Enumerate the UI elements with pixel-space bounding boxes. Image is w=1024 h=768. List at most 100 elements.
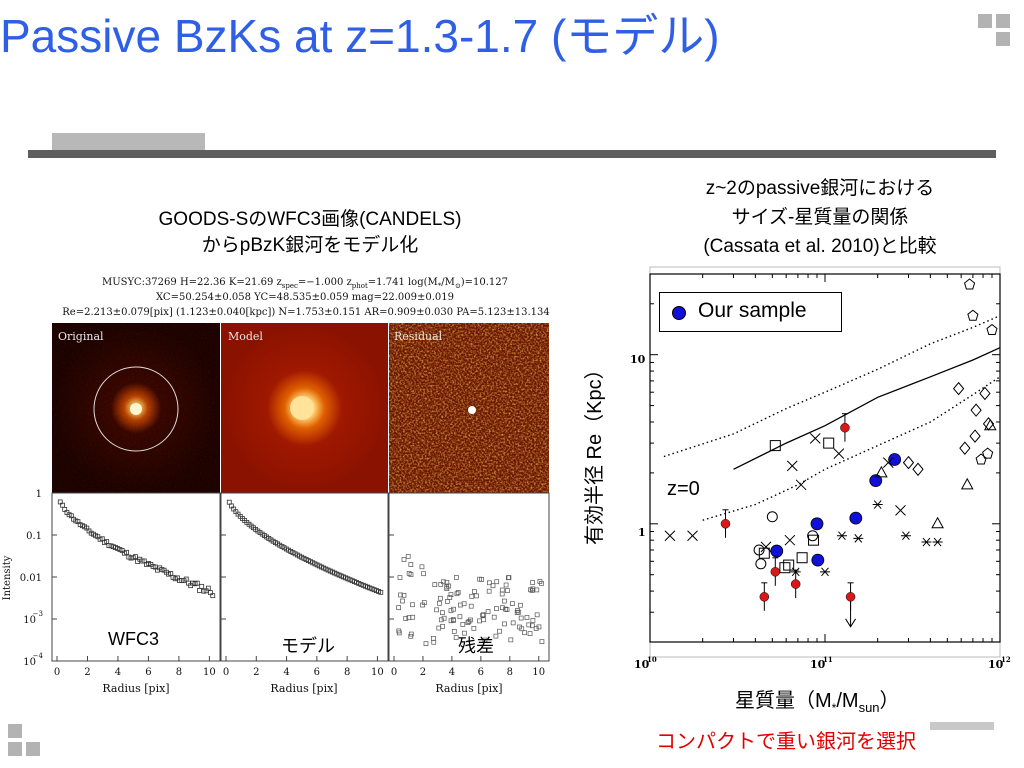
residual-point bbox=[434, 607, 439, 613]
residual-point bbox=[455, 590, 461, 595]
residual-point bbox=[446, 583, 452, 589]
residual-point bbox=[494, 606, 499, 612]
residual-point bbox=[515, 608, 520, 613]
open-square-point bbox=[808, 534, 820, 546]
profile-point bbox=[199, 583, 205, 589]
residual-point bbox=[485, 609, 491, 614]
profile-xlabel-2: Radius [pix] bbox=[270, 682, 337, 695]
residual-point bbox=[440, 623, 445, 629]
pentagon-point bbox=[975, 453, 987, 465]
residual-point bbox=[437, 600, 442, 606]
residual-image: Residual bbox=[389, 323, 549, 493]
cross-point bbox=[760, 541, 772, 553]
open-circle-point bbox=[807, 530, 819, 542]
residual-point bbox=[472, 589, 477, 594]
residual-point bbox=[451, 629, 457, 634]
cross-point bbox=[687, 530, 698, 542]
residual-point bbox=[401, 557, 407, 562]
residual-point bbox=[438, 617, 444, 623]
corner-square-bottom-left-2 bbox=[8, 742, 22, 756]
corner-square-top-right-2 bbox=[996, 14, 1010, 28]
cross-point bbox=[664, 530, 676, 542]
asterisk-point bbox=[853, 534, 864, 543]
red-point bbox=[720, 519, 731, 529]
residual-point bbox=[466, 619, 472, 624]
residual-point bbox=[494, 579, 500, 585]
residual-point bbox=[534, 587, 540, 593]
profile-points bbox=[57, 499, 545, 646]
our-sample-point bbox=[849, 511, 863, 525]
residual-point bbox=[534, 612, 540, 618]
profile-point bbox=[378, 589, 384, 595]
upper-limit-arrow bbox=[845, 600, 856, 628]
slide-title: Passive BzKs at z=1.3-1.7 (モデル) bbox=[0, 10, 720, 62]
residual-point bbox=[396, 630, 402, 636]
residual-point bbox=[454, 575, 459, 580]
residual-point bbox=[530, 618, 536, 623]
cross-point bbox=[795, 479, 807, 491]
residual-point bbox=[529, 623, 535, 629]
legend-label: Our sample bbox=[698, 299, 807, 322]
red-point bbox=[790, 579, 801, 589]
red-point bbox=[770, 567, 781, 577]
ytick-1e-4: 10 bbox=[23, 657, 36, 668]
cross-point bbox=[786, 460, 798, 472]
asterisk-point bbox=[790, 567, 801, 577]
profile-point bbox=[210, 593, 216, 599]
panel-label-model: モデル bbox=[281, 636, 335, 656]
residual-point bbox=[445, 598, 450, 604]
profile-yticks: 1 0.1 0.01 10 −3 10 −4 bbox=[20, 489, 44, 668]
residual-point bbox=[447, 595, 453, 600]
chart-tick-labels: 10 1 10 10 10 11 10 12 bbox=[630, 353, 1011, 671]
residual-point bbox=[518, 602, 523, 608]
cross-point bbox=[833, 448, 845, 459]
profile-xtick-label: 6 bbox=[314, 667, 320, 678]
residual-point bbox=[403, 616, 409, 621]
residual-point bbox=[440, 610, 445, 615]
residual-point bbox=[400, 598, 405, 604]
residual-point bbox=[420, 602, 425, 608]
residual-point bbox=[408, 631, 414, 637]
panel-label-residual: 残差 bbox=[458, 636, 494, 656]
profile-xtick-label: 4 bbox=[115, 667, 121, 678]
residual-point bbox=[487, 580, 492, 586]
residual-point bbox=[499, 591, 505, 597]
residual-point bbox=[398, 592, 403, 598]
residual-point bbox=[477, 618, 482, 624]
model-image: Model bbox=[221, 323, 388, 493]
corner-square-top-right-3 bbox=[996, 32, 1010, 46]
triangle-point bbox=[931, 516, 944, 529]
ytick-0.01: 0.01 bbox=[20, 573, 42, 584]
residual-point bbox=[419, 564, 425, 570]
title-rule bbox=[28, 150, 996, 158]
corner-square-bottom-left-3 bbox=[26, 742, 40, 756]
image-label-original: Original bbox=[58, 330, 104, 343]
xtick-1e12: 10 bbox=[988, 658, 1004, 671]
xtick-1e11-exp: 11 bbox=[823, 655, 833, 664]
left-caption-line1: GOODS-SのWFC3画像(CANDELS) bbox=[158, 209, 462, 230]
asterisk-point bbox=[932, 537, 943, 547]
fit-info-line1: MUSYC:37269 H=22.36 K=21.69 zspec=−1.000… bbox=[101, 277, 509, 290]
asterisk-point bbox=[820, 567, 830, 577]
open-square-point bbox=[783, 559, 795, 571]
residual-point bbox=[448, 592, 454, 597]
residual-point bbox=[436, 625, 442, 631]
galfit-figure: Original Model Residual 1 0.1 0.01 10 −3… bbox=[2, 323, 550, 695]
our-sample-point bbox=[810, 517, 824, 531]
residual-point bbox=[477, 576, 483, 582]
xtick-1e11: 10 bbox=[810, 658, 826, 671]
our-sample-point bbox=[888, 453, 902, 466]
pentagon-point bbox=[967, 309, 979, 321]
residual-point bbox=[491, 614, 497, 620]
residual-point bbox=[517, 624, 522, 630]
right-caption-line3: (Cassata et al. 2010)と比較 bbox=[703, 236, 937, 257]
data-markers bbox=[664, 278, 998, 628]
residual-point bbox=[503, 582, 509, 588]
residual-point bbox=[396, 605, 402, 610]
profile-xtick-label: 2 bbox=[253, 667, 259, 678]
xtick-1e10-exp: 10 bbox=[647, 655, 657, 664]
fit-info-line3: Re=2.213±0.079[pix] (1.123±0.040[kpc]) N… bbox=[62, 307, 550, 318]
open-square-point bbox=[796, 552, 808, 564]
xtick-1e12-exp: 12 bbox=[1001, 655, 1011, 664]
residual-point bbox=[529, 588, 535, 593]
